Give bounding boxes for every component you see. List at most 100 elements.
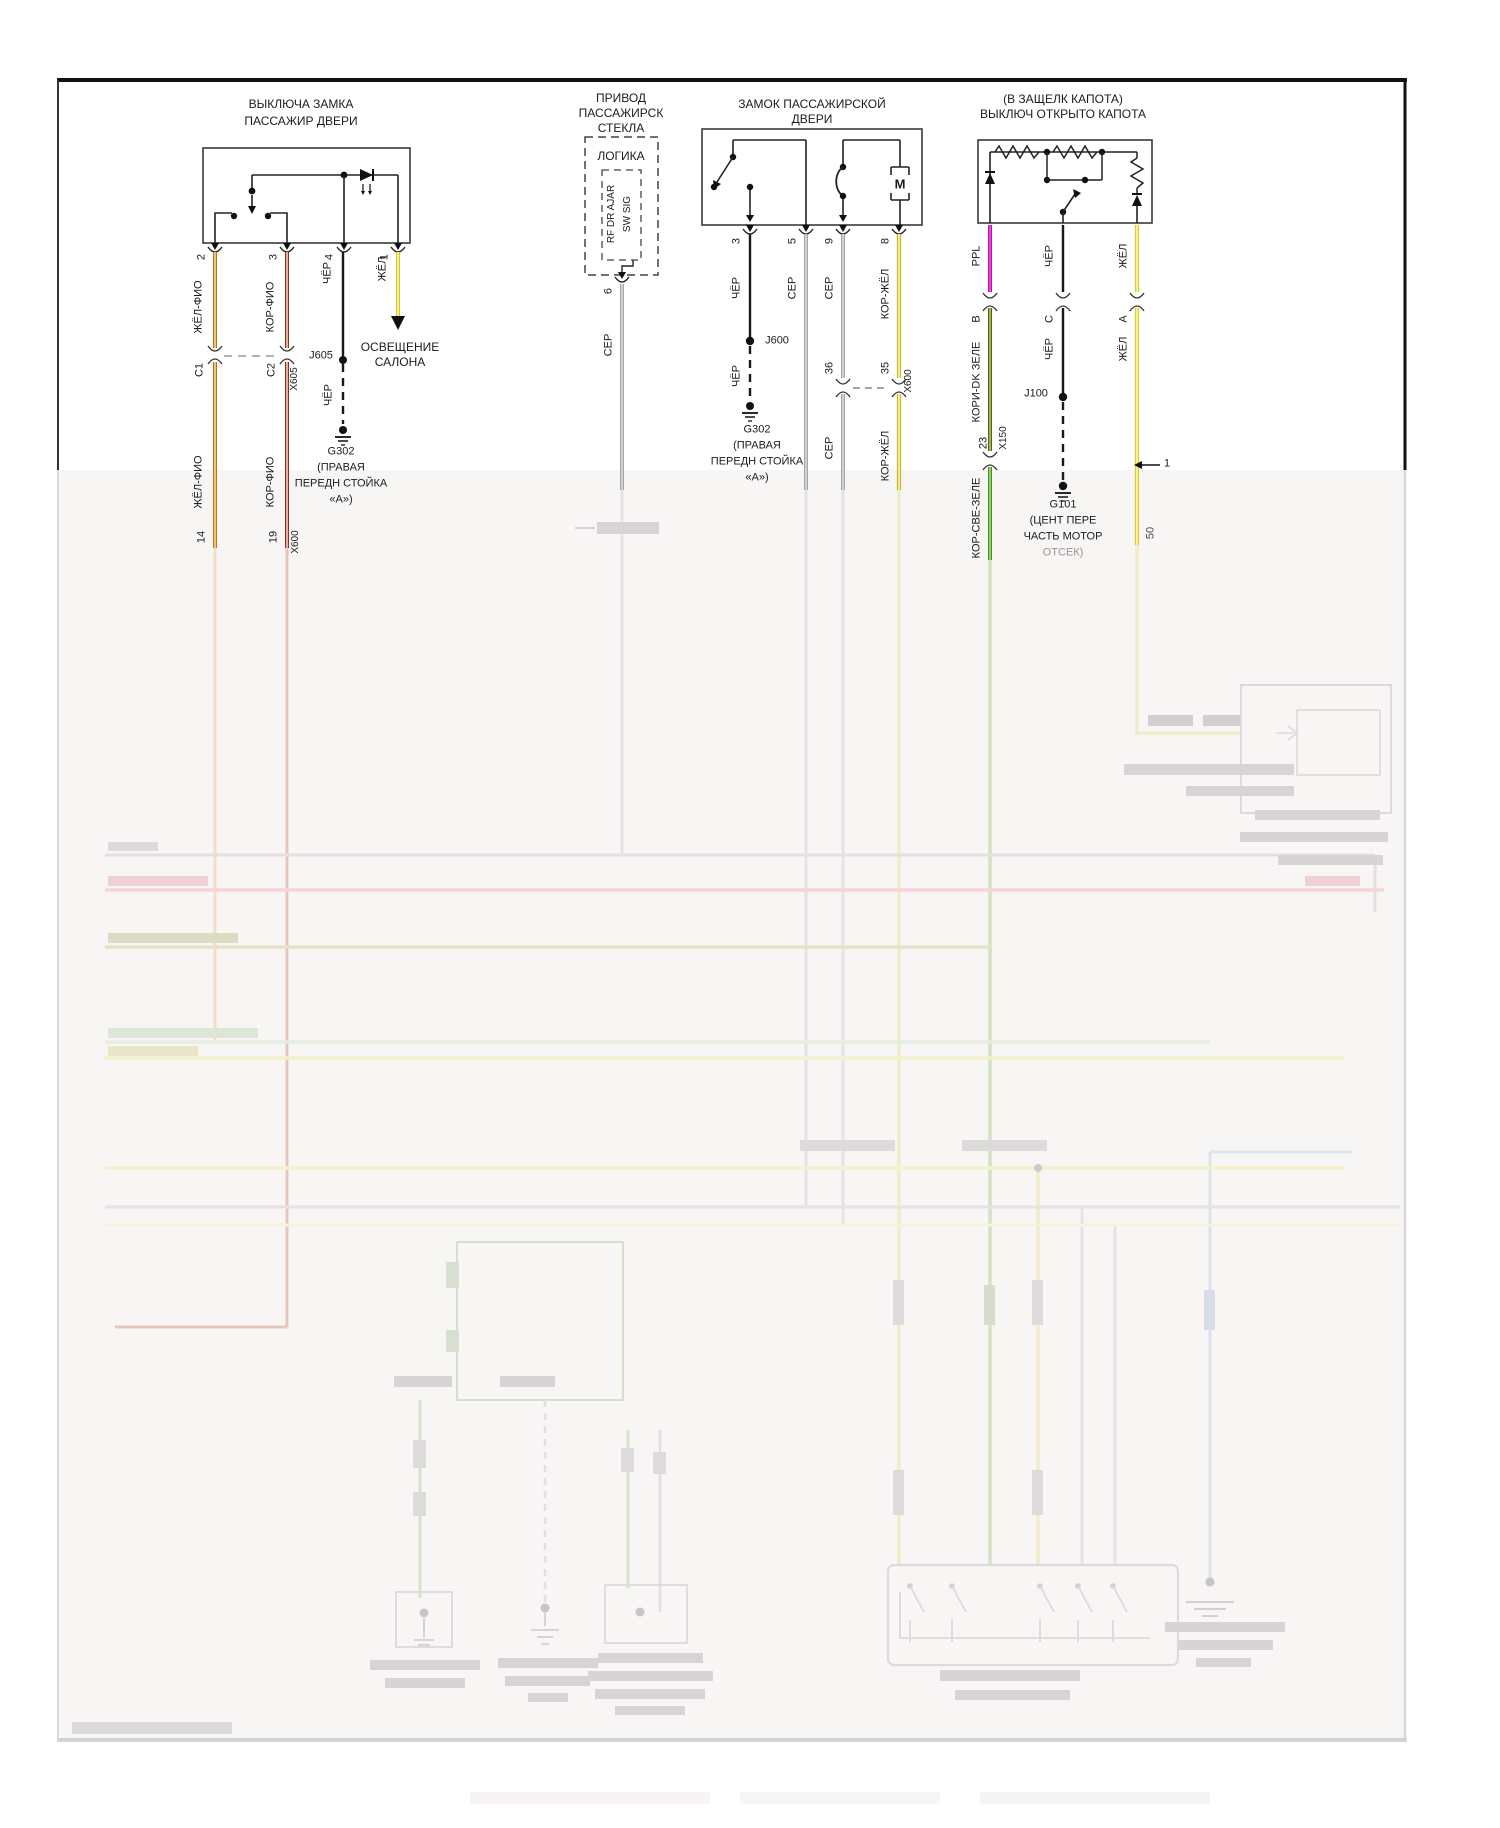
ground-g101-desc1: (ЦЕНТ ПЕРЕ bbox=[1029, 514, 1097, 527]
b2-title-line1: ПРИВОД bbox=[595, 91, 647, 105]
connector-x605-label: X605 bbox=[289, 367, 300, 391]
b1-wire-label-zhel-fio-2: ЖЁЛ-ФИО bbox=[192, 455, 205, 509]
b3-title-line1: ЗАМОК ПАССАЖИРСКОЙ bbox=[738, 97, 886, 111]
b3-pin8: 8 bbox=[879, 237, 892, 245]
pin-connector-icons-b3 bbox=[742, 225, 907, 235]
ref-arrow-icon bbox=[1134, 461, 1142, 469]
b1-pin19: 19 bbox=[267, 530, 280, 544]
b3-pin3: 3 bbox=[730, 237, 743, 245]
junction-j600-label: J600 bbox=[765, 334, 789, 347]
b3-title-line2: ДВЕРИ bbox=[791, 112, 833, 126]
b1-title-line2: ПАССАЖИР ДВЕРИ bbox=[244, 114, 358, 128]
diode-icon-right bbox=[1132, 193, 1142, 206]
ground-g302b-desc3: «А») bbox=[745, 471, 769, 484]
ref-arrow-number: 1 bbox=[1163, 457, 1171, 470]
cabin-light-label-1: ОСВЕЩЕНИЕ bbox=[360, 340, 440, 354]
ground-g302a-desc1: (ПРАВАЯ bbox=[317, 461, 365, 474]
connector-break-36-35 bbox=[835, 378, 907, 398]
b3-wire-label-ser-5: СЕР bbox=[786, 276, 799, 300]
b1-wire-label-kor-fio: КОР-ФИО bbox=[264, 281, 277, 333]
b4-wire-label-kori-dk-zele: КОРИ-DK ЗЕЛЕ bbox=[970, 341, 983, 423]
b3-pin5: 5 bbox=[786, 237, 799, 245]
cabin-light-label-2: САЛОНА bbox=[374, 355, 426, 369]
b3-wire-label-cher-2: ЧЁР bbox=[730, 364, 743, 388]
motor-letter: M bbox=[894, 176, 906, 192]
ground-g302b-desc1: (ПРАВАЯ bbox=[733, 439, 781, 452]
cabin-light-arrow-icon bbox=[391, 316, 405, 330]
b3-pin35: 35 bbox=[879, 361, 892, 375]
b4-pinB: B bbox=[970, 315, 983, 323]
b2-title-line2: ПАССАЖИРСК bbox=[578, 106, 664, 120]
junction-j100-label: J100 bbox=[1024, 387, 1048, 400]
b4-pin23: 23 bbox=[977, 436, 990, 450]
connector-c2-label: C2 bbox=[265, 362, 278, 378]
b2-wire-label-ser: СЕР bbox=[602, 333, 615, 357]
connector-break-c1c2 bbox=[207, 345, 295, 365]
b4-wire-label-zhel-2: ЖЁЛ bbox=[1117, 336, 1130, 362]
junction-j605-label: J605 bbox=[309, 349, 333, 362]
b4-wire-label-cher-2: ЧЁР bbox=[1043, 337, 1056, 361]
connector-x600-label-left: X600 bbox=[290, 530, 301, 554]
b4-pinA: A bbox=[1117, 315, 1130, 323]
b4-pin50: 50 bbox=[1144, 526, 1157, 540]
b1-wire-label-cher: ЧЁР bbox=[321, 261, 334, 285]
b4-pinC: C bbox=[1043, 315, 1056, 323]
sharp-linework bbox=[57, 78, 1407, 560]
b1-pin14: 14 bbox=[195, 530, 208, 544]
b1-pin4: 4 bbox=[323, 253, 336, 261]
b2-title-line3: СТЕКЛА bbox=[597, 121, 645, 135]
b3-pin9: 9 bbox=[823, 237, 836, 245]
b2-logic-label: ЛОГИКА bbox=[597, 149, 645, 163]
b3-wire-label-kor-zhel-2: КОР-ЖЁЛ bbox=[879, 430, 892, 482]
connector-x600-label-right: X600 bbox=[903, 369, 914, 393]
ground-icon-g302-a bbox=[335, 426, 351, 446]
diode-icon-left bbox=[985, 171, 995, 184]
b4-wire-label-zhel: ЖЁЛ bbox=[1117, 243, 1130, 269]
connector-break-23-x150 bbox=[982, 451, 998, 471]
ground-g302a-name: G302 bbox=[327, 445, 355, 458]
ground-g101-desc2: ЧАСТЬ МОТОР bbox=[1023, 530, 1103, 543]
ground-g302a-desc3: «А») bbox=[329, 493, 353, 506]
ground-g101-desc3: ОТСЕК) bbox=[1042, 546, 1084, 559]
b2-signal-label-2: SW SIG bbox=[622, 195, 633, 233]
connector-x150-label: X150 bbox=[998, 426, 1009, 450]
b1-pin2: 2 bbox=[195, 253, 208, 261]
ground-g101-name: G101 bbox=[1049, 498, 1077, 511]
faded-linework bbox=[57, 470, 1407, 1804]
b3-pin36: 36 bbox=[823, 361, 836, 375]
b1-wire-label-cher-2: ЧЁР bbox=[322, 383, 335, 407]
b3-wire-label-cher: ЧЁР bbox=[730, 276, 743, 300]
b3-wire-label-kor-zhel: КОР-ЖЁЛ bbox=[879, 268, 892, 320]
connector-break-bca bbox=[982, 292, 1145, 312]
b1-title-line1: ВЫКЛЮЧА ЗАМКА bbox=[248, 97, 354, 111]
connector-c1-label: C1 bbox=[193, 362, 206, 378]
ground-g302b-name: G302 bbox=[743, 423, 771, 436]
switch-arm-arrow bbox=[248, 206, 256, 214]
b4-wire-label-kor-sve-zele: КОР-СВЕ-ЗЕЛЕ bbox=[970, 477, 983, 559]
b1-wire-label-zhel-fio: ЖЁЛ-ФИО bbox=[192, 280, 205, 334]
b1-wire-label-zhel: ЖЁЛ bbox=[376, 256, 389, 282]
b1-wire-label-kor-fio-2: КОР-ФИО bbox=[264, 456, 277, 508]
b2-pin6: 6 bbox=[602, 287, 615, 295]
ground-icon-g302-b bbox=[742, 402, 758, 422]
b4-title-line2: ВЫКЛЮЧ ОТКРЫТО КАПОТА bbox=[979, 107, 1147, 121]
b2-signal-label-1: RF DR AJAR bbox=[606, 184, 617, 244]
ground-g302a-desc2: ПЕРЕДН СТОЙКА bbox=[294, 477, 388, 490]
resistor-icon-2 bbox=[1052, 144, 1098, 160]
ground-g302b-desc2: ПЕРЕДН СТОЙКА bbox=[710, 455, 804, 468]
resistor-icon-3 bbox=[1129, 157, 1145, 189]
pin-connector-icons-b1 bbox=[207, 243, 406, 253]
ground-icon-g101 bbox=[1055, 481, 1071, 502]
b3-wire-label-ser-9: СЕР bbox=[823, 276, 836, 300]
faded-region-tint bbox=[59, 470, 1405, 1740]
b4-wire-label-ppl: PPL bbox=[970, 245, 983, 267]
b3-wire-label-ser-9b: СЕР bbox=[823, 436, 836, 460]
b4-title-line1: (В ЗАЩЕЛК КАПОТА) bbox=[1003, 92, 1123, 106]
motor-icon bbox=[890, 140, 910, 225]
resistor-icon-1 bbox=[994, 144, 1040, 160]
diode-icon bbox=[360, 169, 374, 195]
b4-wire-label-cher: ЧЁР bbox=[1043, 244, 1056, 268]
b1-pin3: 3 bbox=[267, 253, 280, 261]
